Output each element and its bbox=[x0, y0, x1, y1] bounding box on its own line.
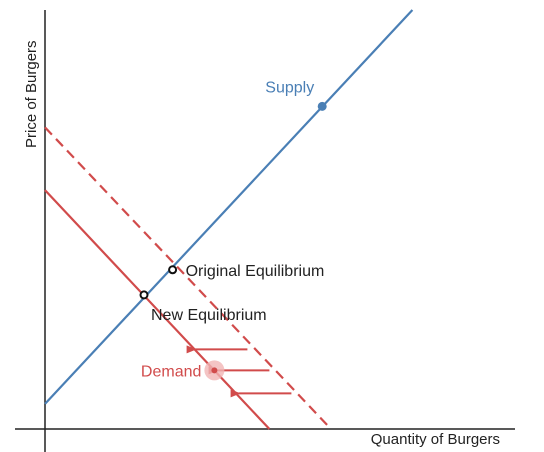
y-axis-label: Price of Burgers bbox=[23, 40, 40, 148]
new-equilibrium-point bbox=[139, 290, 149, 300]
original-equilibrium-point bbox=[168, 265, 178, 275]
supply-curve bbox=[44, 9, 414, 405]
demand-curve bbox=[44, 189, 271, 430]
original-demand-curve bbox=[44, 126, 332, 430]
supply-label: Supply bbox=[265, 79, 314, 96]
x-axis-label: Quantity of Burgers bbox=[371, 431, 500, 448]
supply-point bbox=[317, 101, 327, 111]
demand-label: Demand bbox=[141, 363, 201, 380]
new-equilibrium-label: New Equilibrium bbox=[151, 307, 267, 324]
original-equilibrium-label: Original Equilibrium bbox=[186, 263, 325, 280]
demand-point bbox=[211, 367, 218, 374]
